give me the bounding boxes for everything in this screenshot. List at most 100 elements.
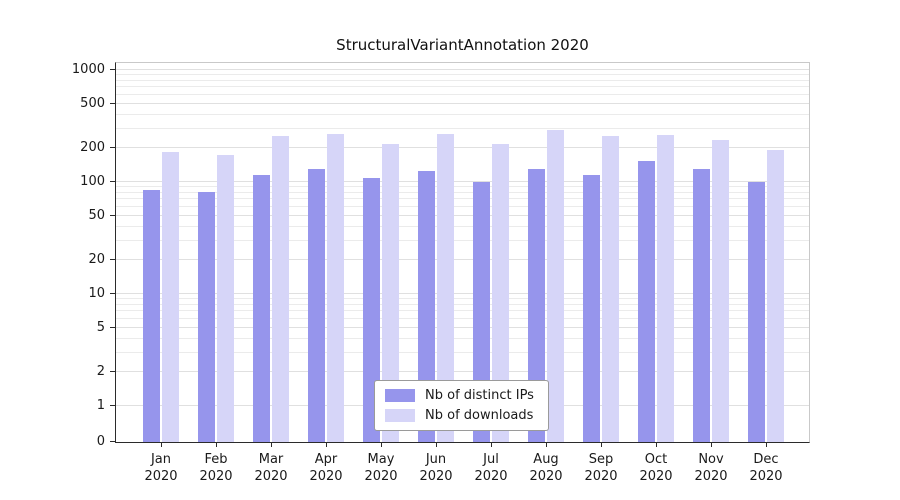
y-tick-mark — [110, 405, 116, 406]
y-tick-label: 1 — [96, 398, 105, 413]
gridline — [116, 371, 809, 373]
x-tick-label: Aug 2020 — [514, 451, 578, 485]
gridline — [116, 191, 809, 193]
bar-downloads — [162, 152, 179, 442]
x-tick-label-year: 2020 — [639, 469, 673, 484]
plot-area: Nb of distinct IPs Nb of downloads 0 1 2 5 1… — [72, 62, 810, 484]
y-tick-label: 1000 — [71, 62, 105, 77]
legend-swatch-downloads — [385, 409, 415, 422]
bar-downloads — [217, 154, 234, 442]
gridline — [116, 198, 809, 200]
gridline — [116, 310, 809, 312]
gridline — [116, 225, 809, 227]
y-tick-label: 20 — [88, 252, 105, 268]
gridline — [116, 259, 809, 261]
y-tick-mark — [110, 102, 116, 104]
bar-distinct-ips — [308, 169, 325, 442]
bar-downloads — [272, 135, 289, 442]
gridline — [116, 298, 809, 300]
bar-downloads — [327, 134, 344, 442]
gridline — [116, 69, 809, 70]
x-tick-mark — [161, 442, 162, 447]
x-tick-label: Sep 2020 — [569, 451, 633, 485]
x-tick-label: Mar 2020 — [239, 451, 303, 485]
x-tick-label: Oct 2020 — [624, 451, 688, 485]
x-tick-mark — [216, 442, 217, 447]
bar-distinct-ips — [583, 175, 600, 442]
y-tick-mark — [110, 441, 116, 442]
bar-distinct-ips — [748, 182, 765, 442]
y-tick-label: 50 — [88, 207, 105, 223]
bar-distinct-ips — [198, 191, 215, 442]
y-tick-mark — [110, 326, 116, 328]
gridline — [116, 303, 809, 305]
x-tick-label-year: 2020 — [749, 469, 783, 484]
y-tick-mark — [110, 147, 116, 149]
y-tick-label: 10 — [88, 286, 105, 301]
x-tick-mark — [491, 442, 492, 447]
x-tick-mark — [656, 442, 657, 447]
bar-distinct-ips — [418, 170, 435, 442]
x-tick-label-year: 2020 — [309, 469, 343, 484]
y-tick-mark — [110, 371, 116, 373]
y-tick-mark — [110, 293, 116, 294]
bar-distinct-ips — [253, 175, 270, 442]
gridline — [116, 337, 809, 339]
y-tick-label: 0 — [96, 434, 105, 449]
gridline — [116, 181, 809, 182]
bar-downloads — [492, 143, 509, 442]
x-tick-label: Jun 2020 — [404, 451, 468, 485]
gridline — [116, 205, 809, 207]
legend-swatch-distinct-ips — [385, 389, 415, 402]
x-tick-mark — [546, 442, 547, 447]
x-tick-label-year: 2020 — [584, 469, 618, 484]
x-tick-label-year: 2020 — [474, 469, 508, 484]
y-tick-label: 500 — [80, 95, 105, 111]
x-tick-label: Feb 2020 — [184, 451, 248, 485]
x-tick-label: Nov 2020 — [679, 451, 743, 485]
gridline — [116, 102, 809, 104]
bar-downloads — [437, 133, 454, 442]
x-tick-label-year: 2020 — [254, 469, 288, 484]
y-tick-label: 2 — [96, 364, 105, 380]
gridline — [116, 239, 809, 241]
gridline — [116, 326, 809, 328]
x-tick-label-year: 2020 — [199, 469, 233, 484]
gridline — [116, 113, 809, 115]
y-tick-mark — [110, 181, 116, 182]
y-tick-label: 100 — [80, 174, 105, 189]
bar-downloads — [657, 134, 674, 442]
gridline — [116, 317, 809, 319]
bar-downloads — [547, 130, 564, 442]
gridline — [116, 147, 809, 149]
bar-distinct-ips — [143, 189, 160, 442]
y-tick-mark — [110, 69, 116, 70]
gridline — [116, 293, 809, 294]
bar-downloads — [767, 149, 784, 442]
bar-distinct-ips — [363, 178, 380, 442]
x-tick-label-year: 2020 — [144, 469, 178, 484]
bar-distinct-ips — [473, 182, 490, 442]
gridline — [116, 127, 809, 129]
legend: Nb of distinct IPs Nb of downloads — [374, 380, 549, 431]
x-tick-mark — [436, 442, 437, 447]
x-tick-label-year: 2020 — [694, 469, 728, 484]
chart-title: StructuralVariantAnnotation 2020 — [336, 36, 589, 54]
x-tick-label: May 2020 — [349, 451, 413, 485]
gridline — [116, 186, 809, 188]
bar-downloads — [382, 143, 399, 442]
bar-downloads — [602, 135, 619, 442]
y-tick-mark — [110, 214, 116, 216]
x-tick-mark — [711, 442, 712, 447]
legend-row-downloads: Nb of downloads — [385, 408, 534, 423]
legend-label-distinct-ips: Nb of distinct IPs — [425, 388, 534, 403]
bar-distinct-ips — [528, 168, 545, 442]
x-tick-label: Jan 2020 — [129, 451, 193, 485]
y-tick-label: 200 — [80, 140, 105, 156]
bar-downloads — [712, 139, 729, 442]
x-tick-label-year: 2020 — [364, 469, 398, 484]
gridline — [116, 79, 809, 81]
x-tick-label: Apr 2020 — [294, 451, 358, 485]
legend-label-downloads: Nb of downloads — [425, 408, 534, 423]
